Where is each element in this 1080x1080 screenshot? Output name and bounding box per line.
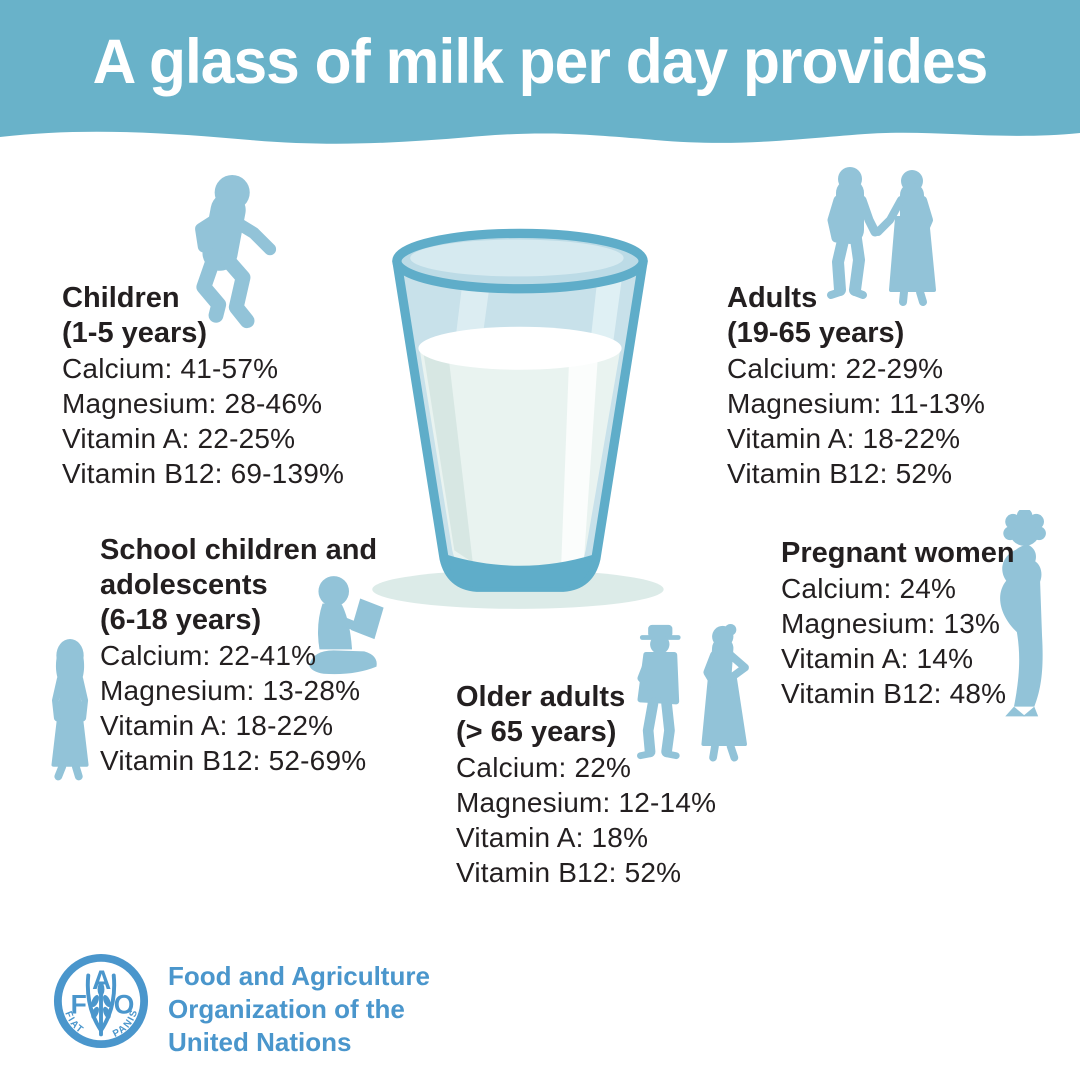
nutrient-line-vitamin-b12: Vitamin B12: 48% <box>781 678 1007 709</box>
group-adults: Adults (19-65 years) Calcium: 22-29% Mag… <box>727 281 985 491</box>
heading-line: (1-5 years) <box>62 317 208 349</box>
header-banner <box>0 0 1080 144</box>
nutrient-line-vitamin-a: Vitamin A: 18-22% <box>100 710 334 741</box>
nutrient-line-magnesium: Magnesium: 28-46% <box>62 388 323 419</box>
group-older-adults: Older adults (> 65 years) Calcium: 22% M… <box>456 680 716 890</box>
fao-logo-icon: F A O FIAT PANIS <box>53 953 149 1049</box>
nutrient-line-vitamin-b12: Vitamin B12: 69-139% <box>62 458 345 489</box>
nutrient-line-calcium: Calcium: 41-57% <box>62 353 279 384</box>
nutrient-line-vitamin-b12: Vitamin B12: 52-69% <box>100 745 367 776</box>
standing-woman-silhouette <box>51 638 89 781</box>
older-couple-silhouette <box>637 623 749 762</box>
nutrient-line-magnesium: Magnesium: 13-28% <box>100 675 361 706</box>
nutrient-line-calcium: Calcium: 22-41% <box>100 640 317 671</box>
group-children: Children (1-5 years) Calcium: 41-57% Mag… <box>62 281 344 491</box>
running-child-silhouette <box>195 174 277 329</box>
nutrient-line-vitamin-a: Vitamin A: 22-25% <box>62 423 296 454</box>
nutrient-line-magnesium: Magnesium: 13% <box>781 608 1001 639</box>
nutrient-line-vitamin-a: Vitamin A: 18-22% <box>727 423 961 454</box>
nutrient-line-calcium: Calcium: 22-29% <box>727 353 944 384</box>
group-school-children-heading: School children and adolescents (6-18 ye… <box>100 533 377 638</box>
heading-line: Children <box>62 282 180 314</box>
group-pregnant-women: Pregnant women Calcium: 24% Magnesium: 1… <box>781 536 1015 711</box>
reading-child-silhouette <box>309 576 384 675</box>
nutrient-line-vitamin-a: Vitamin A: 14% <box>781 643 974 674</box>
glass-of-milk-icon <box>372 228 664 609</box>
nutrient-line-magnesium: Magnesium: 12-14% <box>456 787 717 818</box>
nutrient-line-calcium: Calcium: 24% <box>781 573 957 604</box>
nutrient-line-calcium: Calcium: 22% <box>456 752 632 783</box>
footer: F A O FIAT PANIS Food and Agriculture Or… <box>52 952 430 1059</box>
org-name-line: Food and Agriculture <box>168 961 430 991</box>
page-title: A glass of milk per day provides <box>92 27 989 97</box>
nutrient-line-vitamin-b12: Vitamin B12: 52% <box>727 458 953 489</box>
pregnant-woman-silhouette <box>1000 510 1046 717</box>
fao-letter-o: O <box>114 990 135 1020</box>
group-older-adults-heading: Older adults (> 65 years) <box>456 680 716 750</box>
heading-line: Older adults <box>456 681 626 713</box>
org-name-line: United Nations <box>168 1027 352 1057</box>
org-name-line: Organization of the <box>168 994 405 1024</box>
group-school-children: School children and adolescents (6-18 ye… <box>100 533 377 778</box>
heading-line: (19-65 years) <box>727 317 905 349</box>
group-pregnant-women-heading: Pregnant women <box>781 536 1015 571</box>
fao-organization-name: Food and Agriculture Organization of the… <box>168 960 430 1059</box>
fao-letter-f: F <box>71 990 87 1020</box>
nutrient-line-magnesium: Magnesium: 11-13% <box>727 388 986 419</box>
nutrient-line-vitamin-b12: Vitamin B12: 52% <box>456 857 682 888</box>
heading-line: School children and <box>100 534 378 566</box>
fao-letter-a: A <box>92 965 111 995</box>
nutrient-line-vitamin-a: Vitamin A: 18% <box>456 822 649 853</box>
heading-line: (6-18 years) <box>100 604 262 636</box>
heading-line: (> 65 years) <box>456 716 617 748</box>
group-children-heading: Children (1-5 years) <box>62 281 344 351</box>
wheat-ear-icon <box>85 973 117 1037</box>
walking-couple-silhouette <box>827 167 936 306</box>
group-adults-heading: Adults (19-65 years) <box>727 281 985 351</box>
heading-line: adolescents <box>100 569 268 601</box>
heading-line: Adults <box>727 282 818 314</box>
heading-line: Pregnant women <box>781 537 1015 569</box>
